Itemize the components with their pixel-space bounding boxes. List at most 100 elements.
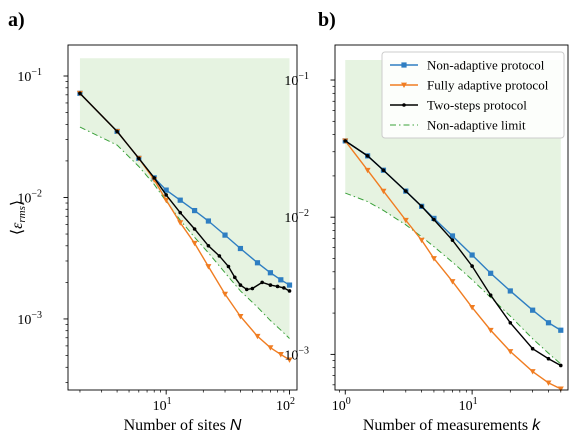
data-point xyxy=(488,270,494,276)
legend-label: Non-adaptive limit xyxy=(427,118,526,133)
data-point xyxy=(487,327,494,334)
x-axis-label-text: Number of measurements xyxy=(363,417,532,434)
data-point xyxy=(278,277,284,283)
data-point xyxy=(529,369,536,375)
tick-exponent: −1 xyxy=(298,71,309,82)
panel-letter: a) xyxy=(8,9,25,31)
tick-base: 10 xyxy=(153,399,167,414)
data-point xyxy=(558,363,563,368)
tick-exponent: 2 xyxy=(290,396,295,407)
series-two-steps xyxy=(78,91,292,293)
data-point xyxy=(449,233,456,239)
data-point xyxy=(530,307,536,313)
series-limit xyxy=(79,126,290,339)
y-tick-label: 10−3 xyxy=(17,310,42,328)
data-point xyxy=(282,286,286,290)
tick-base: 10 xyxy=(284,74,298,89)
data-point xyxy=(545,380,552,386)
x-axis-label-variable: N xyxy=(230,417,242,434)
legend-label: Fully adaptive protocol xyxy=(427,78,549,93)
y-label-symbol: ε xyxy=(9,222,26,229)
x-axis-label: Number of measurements k xyxy=(363,417,541,434)
data-point xyxy=(287,289,292,293)
x-tick-label: 101 xyxy=(153,396,172,414)
data-point xyxy=(267,345,274,351)
data-point xyxy=(380,188,387,195)
series-limit xyxy=(345,192,562,365)
data-point xyxy=(403,189,408,193)
data-point xyxy=(260,280,264,285)
y-tick-label: 10−2 xyxy=(284,208,309,226)
data-point xyxy=(177,220,184,226)
data-point xyxy=(238,283,243,287)
data-point xyxy=(191,240,198,247)
data-point xyxy=(226,264,231,269)
y-axis-label: ⟨εrms⟩ xyxy=(9,200,28,235)
tick-base: 10 xyxy=(332,399,346,414)
data-point xyxy=(508,320,513,325)
data-point xyxy=(164,193,168,197)
data-point xyxy=(470,264,474,268)
data-point xyxy=(277,352,284,358)
data-point xyxy=(222,291,229,298)
y-label-subscript: rms xyxy=(16,206,28,223)
data-point xyxy=(192,227,197,231)
data-point xyxy=(205,218,212,224)
legend-entry-two-steps: Two-steps protocol xyxy=(390,98,527,113)
data-point xyxy=(178,210,183,215)
tick-base: 10 xyxy=(17,313,31,328)
x-tick-label: 102 xyxy=(276,396,295,414)
x-axis-label-text: Number of sites xyxy=(124,417,230,434)
data-point xyxy=(237,313,244,320)
y-label-bracket: ⟩ xyxy=(9,200,26,206)
data-point xyxy=(250,286,255,291)
data-point xyxy=(530,346,535,351)
tick-exponent: −1 xyxy=(31,67,42,78)
legend-entry-limit: Non-adaptive limit xyxy=(390,118,526,133)
data-point xyxy=(78,91,82,96)
data-point xyxy=(286,282,293,288)
data-point xyxy=(469,252,475,258)
data-point xyxy=(381,168,386,173)
data-point xyxy=(558,327,564,333)
data-point xyxy=(488,293,493,298)
data-point xyxy=(507,349,514,355)
data-point xyxy=(364,167,371,174)
x-tick-label: 100 xyxy=(332,396,351,414)
data-point xyxy=(469,305,476,311)
legend-label: Two-steps protocol xyxy=(427,98,527,113)
data-point xyxy=(507,288,513,294)
tick-exponent: −3 xyxy=(298,345,309,356)
data-point xyxy=(206,244,211,248)
data-point xyxy=(191,207,198,214)
tick-base: 10 xyxy=(17,191,31,206)
legend-marker xyxy=(401,62,407,68)
shaded-region xyxy=(79,58,290,339)
legend-marker xyxy=(401,82,407,88)
y-tick-label: 10−1 xyxy=(284,71,309,89)
tick-base: 10 xyxy=(276,399,290,414)
data-point xyxy=(545,320,552,326)
data-point xyxy=(152,176,157,180)
y-tick-label: 10−2 xyxy=(17,188,42,206)
legend-marker xyxy=(402,103,406,107)
panel-letter: b) xyxy=(318,9,336,31)
data-point xyxy=(365,154,370,158)
series-fully-adaptive xyxy=(342,138,564,392)
data-point xyxy=(432,217,436,222)
data-point xyxy=(275,284,280,289)
data-point xyxy=(163,197,170,204)
tick-base: 10 xyxy=(17,70,31,85)
tick-exponent: 0 xyxy=(346,396,351,407)
y-tick-label: 10−1 xyxy=(17,67,42,85)
data-point xyxy=(237,245,244,252)
data-point xyxy=(222,232,228,238)
data-point xyxy=(205,264,212,270)
y-label-bracket: ⟨ xyxy=(9,229,26,235)
legend-box xyxy=(381,51,565,139)
data-point xyxy=(557,386,564,392)
data-point xyxy=(450,238,455,242)
data-point xyxy=(430,256,437,262)
data-point xyxy=(177,197,183,203)
